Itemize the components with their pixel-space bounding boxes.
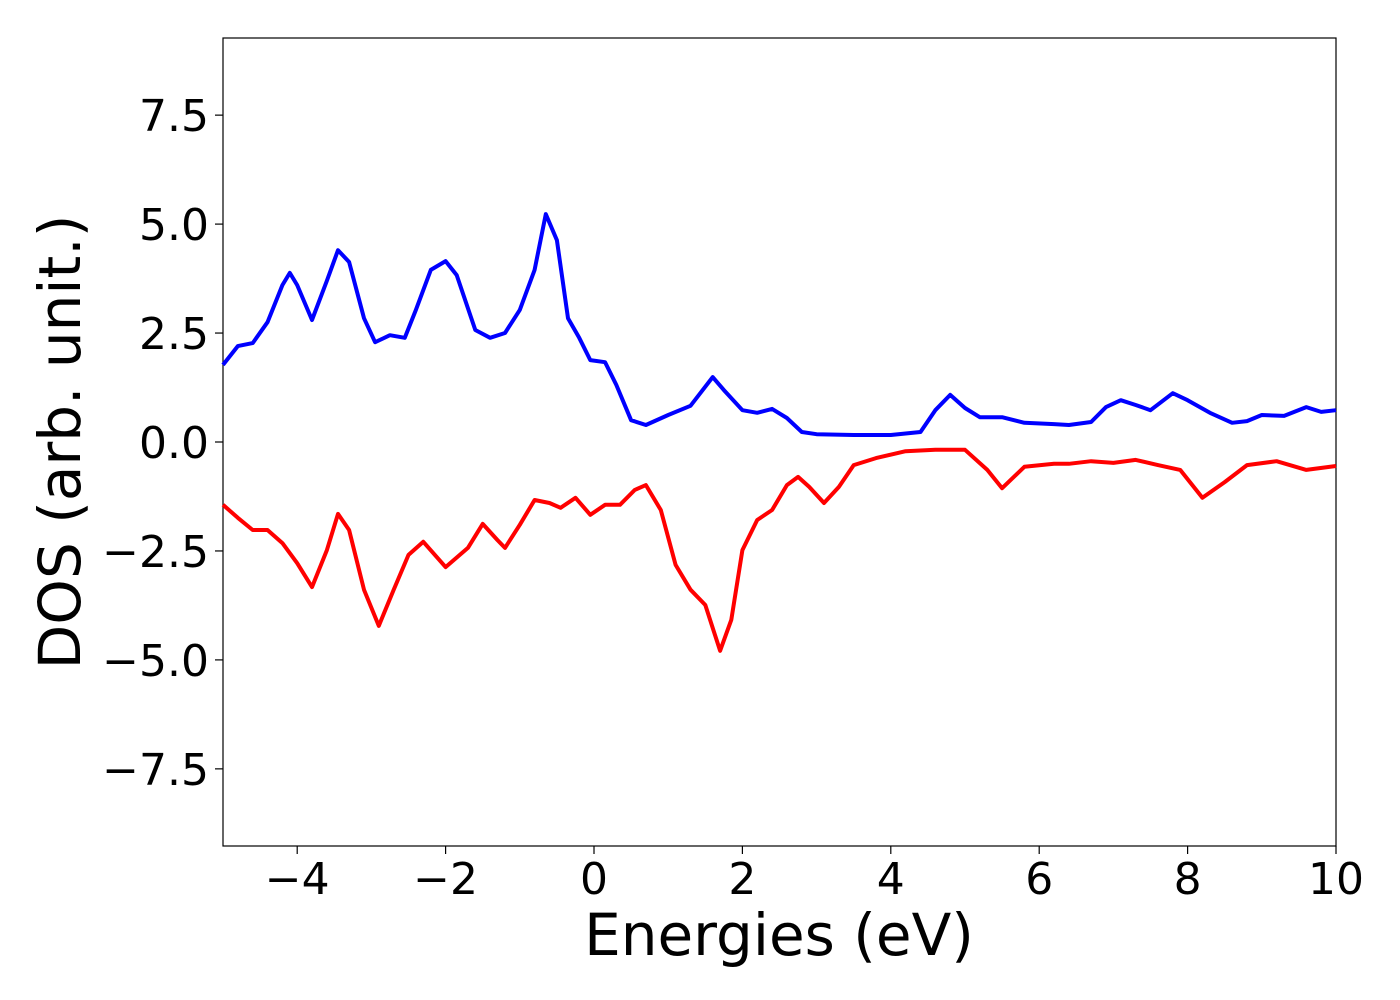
x-tick-label: 6 xyxy=(1025,854,1053,905)
x-axis-label: Energies (eV) xyxy=(584,901,974,969)
x-tick-label: 2 xyxy=(728,854,756,905)
x-tick-label: 8 xyxy=(1174,854,1202,905)
x-tick-label: 0 xyxy=(580,854,608,905)
y-tick-label: 0.0 xyxy=(139,418,209,469)
x-tick-label: 10 xyxy=(1308,854,1364,905)
dos-line xyxy=(221,447,1337,653)
y-tick-label: −2.5 xyxy=(102,527,209,578)
y-tick-label: 2.5 xyxy=(139,309,209,360)
x-tick-label: −2 xyxy=(413,854,478,905)
y-tick-label: −7.5 xyxy=(102,745,209,796)
plot-frame xyxy=(222,37,1337,847)
x-tick-label: 4 xyxy=(877,854,905,905)
y-tick-label: −5.0 xyxy=(102,636,209,687)
y-tick-label: 5.0 xyxy=(139,200,209,251)
x-tick-label: −4 xyxy=(265,854,330,905)
y-axis-label: DOS (arb. unit.) xyxy=(26,215,94,670)
y-tick-label: 7.5 xyxy=(139,91,209,142)
dos-line xyxy=(221,212,1337,437)
